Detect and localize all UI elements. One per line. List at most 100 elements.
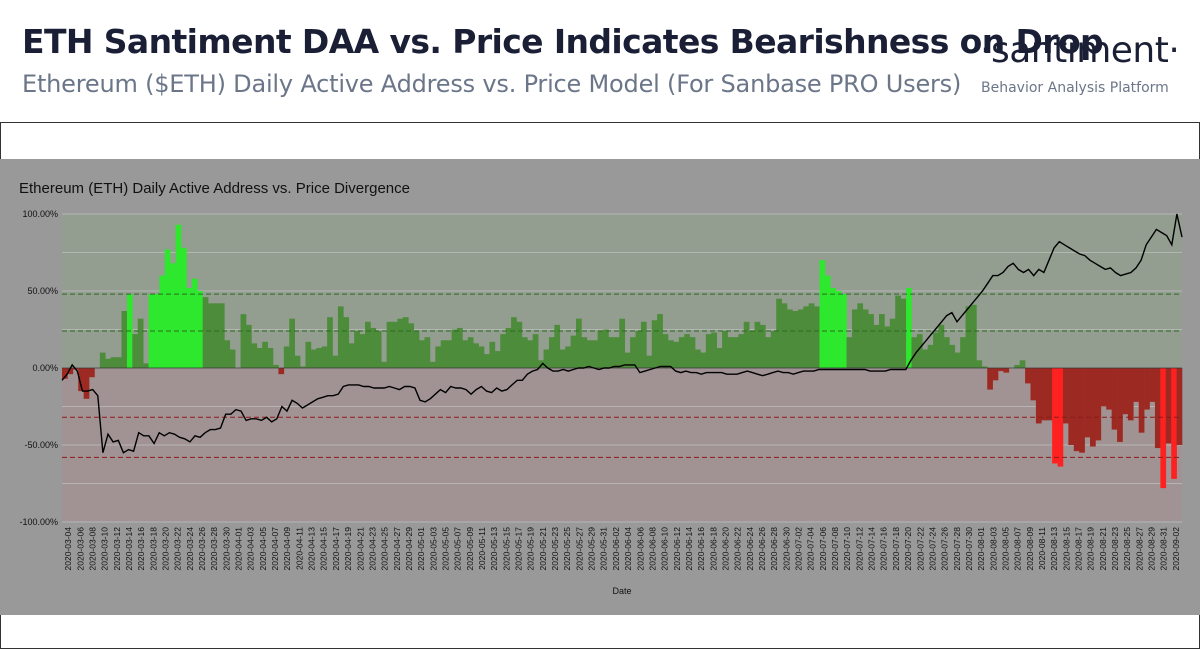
divergence-bar	[532, 334, 539, 368]
x-tick-label: 2020-06-10	[660, 527, 670, 571]
x-tick-label: 2020-08-03	[988, 527, 998, 571]
divergence-bar	[1057, 368, 1064, 467]
x-tick-label: 2020-05-21	[538, 527, 548, 571]
divergence-bar	[1073, 368, 1080, 452]
divergence-bar	[673, 341, 680, 368]
divergence-bar	[1138, 368, 1145, 433]
divergence-bar	[732, 337, 739, 368]
divergence-bar	[868, 314, 874, 368]
divergence-bar	[1111, 368, 1118, 430]
divergence-bar	[1171, 368, 1177, 479]
divergence-bar	[316, 347, 323, 368]
x-tick-label: 2020-07-28	[952, 527, 962, 571]
divergence-bar	[992, 368, 999, 381]
divergence-bar	[911, 337, 918, 368]
divergence-bar	[781, 303, 788, 368]
santiment-logo: ·santiment·	[980, 30, 1180, 71]
divergence-bar	[197, 291, 203, 368]
divergence-bar	[792, 311, 799, 368]
divergence-bar	[640, 321, 647, 368]
divergence-bar	[776, 298, 782, 368]
x-tick-label: 2020-07-12	[854, 527, 864, 571]
divergence-bar	[559, 349, 566, 368]
chart-title: Ethereum (ETH) Daily Active Address vs. …	[19, 180, 410, 197]
divergence-bar	[99, 352, 106, 368]
divergence-bar	[208, 303, 214, 368]
divergence-bar	[895, 295, 901, 368]
divergence-bar	[408, 323, 414, 368]
divergence-bar	[1052, 368, 1058, 464]
divergence-bar	[89, 368, 95, 378]
divergence-bar	[181, 247, 187, 368]
divergence-bar	[711, 332, 717, 368]
divergence-bar	[565, 346, 571, 368]
x-tick-label: 2020-08-23	[1110, 527, 1120, 571]
x-tick-label: 2020-04-09	[282, 527, 292, 571]
divergence-bar	[965, 306, 972, 368]
divergence-bar	[592, 340, 598, 368]
divergence-bar	[538, 360, 544, 368]
divergence-bar	[413, 331, 420, 368]
divergence-bar	[143, 363, 149, 368]
x-tick-label: 2020-07-26	[940, 527, 950, 571]
divergence-bar	[630, 337, 636, 368]
x-tick-label: 2020-06-02	[611, 527, 621, 571]
divergence-bar	[808, 303, 815, 368]
x-tick-label: 2020-03-18	[148, 527, 158, 571]
x-tick-label: 2020-05-27	[574, 527, 584, 571]
divergence-bar	[684, 334, 690, 368]
divergence-bar	[841, 294, 847, 368]
divergence-bar	[1100, 368, 1107, 407]
divergence-bar	[505, 327, 512, 368]
page-subtitle: Ethereum ($ETH) Daily Active Address vs.…	[22, 70, 962, 98]
x-tick-label: 2020-03-12	[112, 527, 122, 571]
divergence-bar	[116, 357, 122, 368]
divergence-bar	[814, 306, 820, 368]
divergence-bar	[727, 337, 734, 368]
divergence-bar	[110, 357, 117, 368]
divergence-bar	[1160, 368, 1167, 489]
divergence-bar	[478, 346, 485, 368]
x-tick-label: 2020-04-17	[331, 527, 341, 571]
divergence-bar	[960, 337, 966, 368]
x-tick-label: 2020-04-15	[319, 527, 329, 571]
divergence-bar	[624, 352, 631, 368]
divergence-bar	[635, 331, 642, 368]
divergence-bar	[1025, 368, 1031, 384]
divergence-bar	[278, 368, 285, 375]
x-tick-label: 2020-04-13	[307, 527, 317, 571]
divergence-bar	[835, 291, 842, 368]
divergence-bar	[554, 324, 561, 368]
divergence-bar	[273, 364, 279, 368]
divergence-bar	[1035, 368, 1042, 424]
divergence-bar	[770, 331, 777, 368]
divergence-bar	[738, 334, 745, 368]
x-tick-label: 2020-05-01	[416, 527, 426, 571]
divergence-bar	[467, 337, 474, 368]
x-tick-label: 2020-07-04	[806, 527, 816, 571]
divergence-bar	[348, 343, 355, 368]
divergence-bar	[462, 340, 469, 368]
divergence-bar	[1165, 368, 1172, 444]
divergence-bar	[846, 337, 853, 368]
divergence-bar	[976, 360, 983, 368]
x-tick-label: 2020-08-19	[1086, 527, 1096, 571]
divergence-bar	[695, 349, 701, 368]
divergence-bar	[1041, 368, 1048, 421]
x-tick-label: 2020-03-04	[63, 527, 73, 571]
divergence-bar	[516, 321, 523, 368]
divergence-bar	[283, 346, 290, 368]
divergence-bar	[262, 341, 268, 368]
divergence-bar	[1062, 368, 1069, 424]
divergence-bar	[67, 368, 74, 375]
divergence-bar	[819, 260, 826, 368]
divergence-bar	[922, 349, 929, 368]
divergence-bar	[300, 366, 306, 368]
x-tick-label: 2020-05-15	[501, 527, 511, 571]
divergence-bar	[765, 337, 772, 368]
divergence-bar	[164, 249, 171, 368]
x-tick-label: 2020-05-09	[465, 527, 475, 571]
divergence-bar	[321, 346, 328, 368]
divergence-bar	[1127, 368, 1134, 421]
